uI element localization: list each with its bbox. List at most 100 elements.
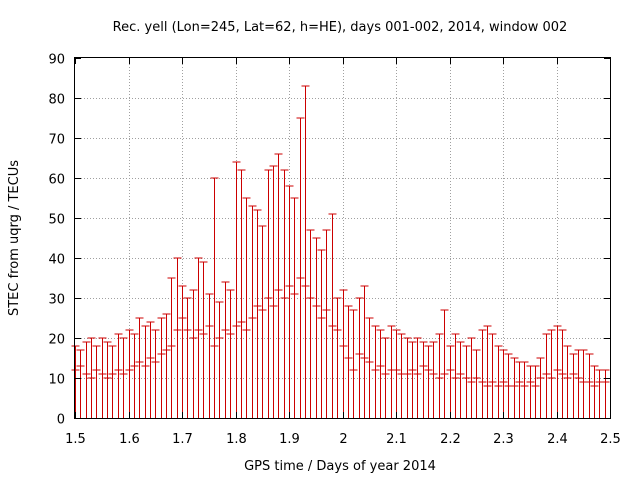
error-bar bbox=[419, 341, 428, 418]
error-bar bbox=[146, 321, 155, 418]
y-tick-label: 70 bbox=[48, 133, 65, 148]
error-bar bbox=[569, 353, 578, 418]
error-bar bbox=[87, 337, 96, 418]
error-bar bbox=[189, 289, 198, 418]
error-bar bbox=[215, 301, 224, 418]
error-bar bbox=[408, 341, 417, 418]
error-bar bbox=[494, 345, 503, 418]
error-bar bbox=[178, 285, 187, 418]
error-bar bbox=[285, 185, 294, 418]
error-bar bbox=[563, 345, 572, 418]
error-bar bbox=[248, 205, 257, 418]
error-bar bbox=[365, 317, 374, 418]
error-bar bbox=[130, 333, 139, 418]
error-bar bbox=[387, 325, 396, 418]
x-axis-label: GPS time / Days of year 2014 bbox=[244, 459, 436, 474]
error-bar bbox=[349, 309, 358, 418]
y-tick-label: 90 bbox=[48, 53, 65, 68]
error-bar bbox=[108, 345, 117, 418]
error-bar bbox=[376, 329, 385, 418]
error-bar bbox=[328, 213, 337, 418]
error-bar bbox=[446, 345, 455, 418]
x-tick-label: 2.5 bbox=[600, 432, 621, 447]
error-bar bbox=[590, 365, 599, 418]
y-tick-label: 0 bbox=[57, 413, 65, 428]
error-bar bbox=[141, 325, 150, 418]
y-tick-label: 80 bbox=[48, 93, 65, 108]
error-bar bbox=[173, 257, 182, 418]
error-bar bbox=[98, 337, 107, 418]
error-bar bbox=[574, 349, 583, 418]
error-bar bbox=[232, 161, 241, 418]
error-bar bbox=[403, 337, 412, 418]
error-bar bbox=[76, 349, 85, 418]
error-bar bbox=[547, 329, 556, 418]
y-tick-label: 40 bbox=[48, 253, 65, 268]
error-bar bbox=[162, 313, 171, 418]
error-bar bbox=[339, 289, 348, 418]
error-bar bbox=[280, 169, 289, 418]
error-bar bbox=[258, 225, 267, 418]
error-bar bbox=[274, 153, 283, 418]
error-bar bbox=[194, 257, 203, 418]
error-bar bbox=[478, 329, 487, 418]
error-bar bbox=[82, 341, 91, 418]
error-bar bbox=[467, 337, 476, 418]
x-tick-label: 1.8 bbox=[226, 432, 247, 447]
error-bar bbox=[483, 325, 492, 418]
x-tick-label: 2.4 bbox=[547, 432, 568, 447]
error-bar bbox=[429, 341, 438, 418]
x-tick-label: 1.6 bbox=[119, 432, 140, 447]
error-bar bbox=[264, 169, 273, 418]
error-bar bbox=[183, 297, 192, 418]
error-bar bbox=[322, 229, 331, 418]
y-tick-label: 50 bbox=[48, 213, 65, 228]
error-bar bbox=[371, 325, 380, 418]
chart-title: Rec. yell (Lon=245, Lat=62, h=HE), days … bbox=[113, 20, 568, 35]
error-bar bbox=[451, 333, 460, 418]
error-bar bbox=[269, 165, 278, 418]
x-tick-label: 1.7 bbox=[172, 432, 193, 447]
error-bar bbox=[456, 341, 465, 418]
error-bar bbox=[601, 369, 610, 418]
error-bar bbox=[515, 361, 524, 418]
ticks-layer: 0 10 20 30 40 50 60 70 80 90 1.5 1.6 1.7 1.8 1.9 2 2.1 2.… bbox=[48, 53, 620, 448]
x-tick-label: 2.2 bbox=[440, 432, 461, 447]
error-bar bbox=[199, 261, 208, 418]
error-bar bbox=[237, 169, 246, 418]
error-bar bbox=[520, 361, 529, 418]
error-bar bbox=[135, 317, 144, 418]
error-bar bbox=[221, 281, 230, 418]
error-bar bbox=[424, 345, 433, 418]
error-bar bbox=[205, 293, 214, 418]
y-tick-label: 30 bbox=[48, 293, 65, 308]
error-bar bbox=[499, 349, 508, 418]
error-bar bbox=[253, 209, 262, 418]
error-bar bbox=[125, 329, 134, 418]
error-bar bbox=[435, 333, 444, 418]
plot-frame bbox=[74, 57, 611, 419]
x-tick-label: 1.5 bbox=[65, 432, 86, 447]
x-tick-label: 1.9 bbox=[279, 432, 300, 447]
error-bar bbox=[226, 289, 235, 418]
error-bar bbox=[510, 357, 519, 418]
error-bar bbox=[488, 333, 497, 418]
error-bar bbox=[536, 357, 545, 418]
error-bar bbox=[579, 349, 588, 418]
error-bar bbox=[306, 229, 315, 418]
x-tick-label: 2 bbox=[339, 432, 347, 447]
x-tick-label: 2.1 bbox=[386, 432, 407, 447]
error-bar bbox=[440, 309, 449, 418]
error-bar bbox=[92, 345, 101, 418]
error-bar bbox=[558, 329, 567, 418]
error-bar bbox=[301, 85, 310, 418]
error-bar bbox=[157, 317, 166, 418]
error-bars-layer bbox=[71, 85, 610, 418]
error-bar bbox=[413, 337, 422, 418]
error-bar bbox=[71, 345, 80, 418]
y-axis-label: STEC from uqrg / TECUs bbox=[7, 160, 22, 316]
error-bar bbox=[392, 329, 401, 418]
error-bar bbox=[462, 345, 471, 418]
error-bar bbox=[531, 365, 540, 418]
